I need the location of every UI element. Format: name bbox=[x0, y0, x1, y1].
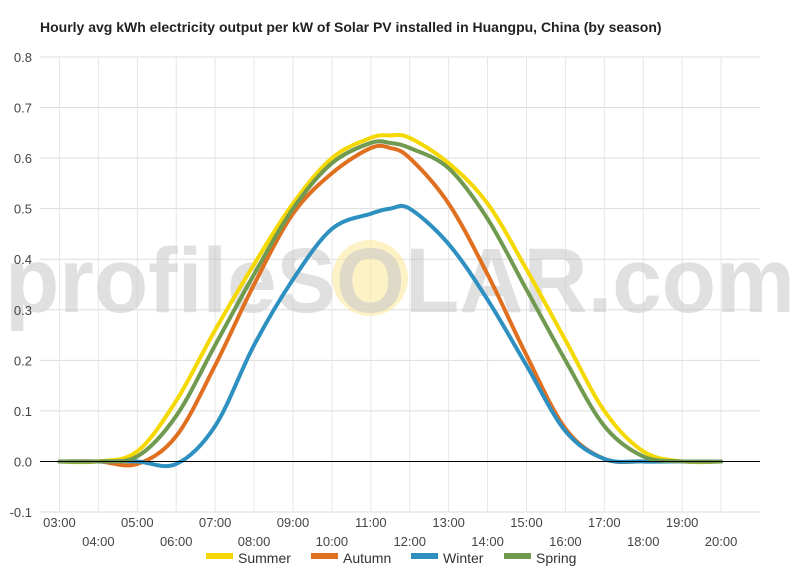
x-tick-label: 17:00 bbox=[588, 515, 621, 530]
y-tick-label: 0.3 bbox=[14, 303, 32, 318]
x-tick-label: 15:00 bbox=[510, 515, 543, 530]
legend: Summer Autumn Winter Spring bbox=[206, 550, 576, 566]
y-tick-label: 0.7 bbox=[14, 101, 32, 116]
legend-swatch bbox=[411, 553, 438, 559]
y-tick-label: 0.0 bbox=[14, 454, 32, 469]
axis-layer: -0.1 0.0 0.1 0.2 0.3 0.4 0.5 0.6 0.7 0.8 03:00 04:0… bbox=[10, 50, 760, 549]
x-tick-label: 09:00 bbox=[277, 515, 310, 530]
watermark: profileSOLAR.com bbox=[5, 230, 795, 332]
watermark-sun bbox=[332, 240, 408, 316]
y-tick-label: 0.2 bbox=[14, 353, 32, 368]
x-tick-label: 04:00 bbox=[82, 534, 115, 549]
legend-item-spring[interactable]: Spring bbox=[504, 550, 576, 566]
legend-swatch bbox=[311, 553, 338, 559]
legend-label: Autumn bbox=[343, 550, 391, 566]
chart-title: Hourly avg kWh electricity output per kW… bbox=[40, 19, 662, 35]
x-tick-label: 07:00 bbox=[199, 515, 232, 530]
legend-swatch bbox=[206, 553, 233, 559]
x-tick-label: 03:00 bbox=[43, 515, 76, 530]
x-tick-label: 20:00 bbox=[705, 534, 738, 549]
x-tick-label: 05:00 bbox=[121, 515, 154, 530]
y-tick-label: 0.5 bbox=[14, 202, 32, 217]
legend-swatch bbox=[504, 553, 531, 559]
x-tick-label: 19:00 bbox=[666, 515, 699, 530]
legend-item-summer[interactable]: Summer bbox=[206, 550, 291, 566]
y-tick-label: -0.1 bbox=[10, 505, 32, 520]
x-tick-label: 13:00 bbox=[432, 515, 465, 530]
legend-item-autumn[interactable]: Autumn bbox=[311, 550, 391, 566]
y-tick-label: 0.4 bbox=[14, 252, 32, 267]
y-tick-label: 0.1 bbox=[14, 404, 32, 419]
watermark-text: profileSOLAR.com bbox=[5, 230, 795, 332]
series-line-winter bbox=[57, 203, 724, 469]
legend-label: Winter bbox=[443, 550, 484, 566]
legend-label: Spring bbox=[536, 550, 576, 566]
x-tick-label: 18:00 bbox=[627, 534, 660, 549]
x-tick-label: 06:00 bbox=[160, 534, 193, 549]
x-tick-label: 11:00 bbox=[355, 515, 387, 530]
y-tick-label: 0.6 bbox=[14, 151, 32, 166]
legend-item-winter[interactable]: Winter bbox=[411, 550, 484, 566]
x-tick-label: 12:00 bbox=[393, 534, 426, 549]
x-tick-label: 08:00 bbox=[238, 534, 271, 549]
x-tick-label: 10:00 bbox=[316, 534, 349, 549]
x-tick-label: 14:00 bbox=[471, 534, 504, 549]
series-line-summer bbox=[57, 132, 724, 465]
y-tick-label: 0.8 bbox=[14, 50, 32, 65]
x-tick-label: 16:00 bbox=[549, 534, 582, 549]
series-layer bbox=[57, 132, 724, 469]
series-line-spring bbox=[57, 139, 724, 464]
legend-label: Summer bbox=[238, 550, 291, 566]
